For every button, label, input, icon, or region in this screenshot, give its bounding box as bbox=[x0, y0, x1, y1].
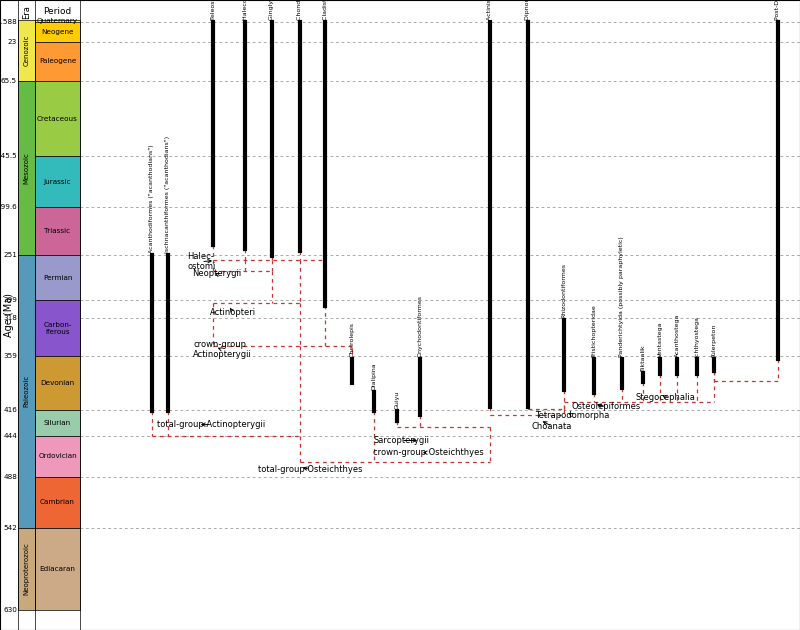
Text: Acanthostega: Acanthostega bbox=[674, 314, 679, 357]
Bar bbox=[35, 42, 80, 81]
Bar bbox=[18, 255, 35, 527]
Text: Cenozoic: Cenozoic bbox=[23, 35, 30, 66]
Text: Paleogene: Paleogene bbox=[39, 59, 76, 64]
Text: 630: 630 bbox=[3, 607, 17, 613]
Text: Quaternary: Quaternary bbox=[37, 18, 78, 25]
Bar bbox=[35, 23, 80, 42]
Text: 416: 416 bbox=[3, 406, 17, 413]
Bar bbox=[35, 20, 80, 23]
Text: Age (Ma): Age (Ma) bbox=[4, 293, 14, 337]
Text: Ordovician: Ordovician bbox=[38, 454, 77, 459]
Text: Cretaceous: Cretaceous bbox=[37, 116, 78, 122]
Bar bbox=[35, 527, 80, 610]
Text: 251: 251 bbox=[3, 252, 17, 258]
Bar bbox=[35, 436, 80, 477]
Text: Dipnomorpha (lungfish): Dipnomorpha (lungfish) bbox=[526, 0, 530, 20]
Text: Jurassic: Jurassic bbox=[44, 178, 71, 185]
Text: Cladistia (birchirs, reedfihs & kin): Cladistia (birchirs, reedfihs & kin) bbox=[322, 0, 327, 20]
Text: Tristichopteridae: Tristichopteridae bbox=[591, 304, 597, 357]
Text: 2.588: 2.588 bbox=[0, 20, 17, 25]
Bar bbox=[35, 356, 80, 410]
Bar bbox=[35, 410, 80, 436]
Text: Ediacaran: Ediacaran bbox=[39, 566, 75, 572]
Bar bbox=[18, 527, 35, 610]
Text: Devonian: Devonian bbox=[41, 380, 74, 386]
Text: Cambrian: Cambrian bbox=[40, 500, 75, 505]
Text: Era: Era bbox=[22, 5, 31, 19]
Text: Teleostei (pretty  much every non-shark fish you've ever seen or eaten...): Teleostei (pretty much every non-shark f… bbox=[210, 0, 215, 20]
Text: Actinistia (coelacanths): Actinistia (coelacanths) bbox=[487, 0, 493, 20]
Text: Mesozoic: Mesozoic bbox=[23, 152, 30, 184]
Text: Halec-
ostomi: Halec- ostomi bbox=[187, 252, 215, 272]
Text: Neogene: Neogene bbox=[42, 29, 74, 35]
Text: Panderichtyida (possibly paraphyletic): Panderichtyida (possibly paraphyletic) bbox=[619, 236, 625, 357]
Text: crown-group Osteichthyes: crown-group Osteichthyes bbox=[373, 448, 484, 457]
Text: Neopterygii: Neopterygii bbox=[192, 269, 242, 278]
Text: Rhizodontiformes: Rhizodontiformes bbox=[562, 263, 566, 318]
Text: Ventastega: Ventastega bbox=[658, 321, 662, 357]
Text: Cheirolepis: Cheirolepis bbox=[350, 322, 354, 357]
Text: 542: 542 bbox=[3, 525, 17, 530]
Text: Halecomorphi (bowfins & extinct kin): Halecomorphi (bowfins & extinct kin) bbox=[242, 0, 247, 20]
Text: Actinopteri: Actinopteri bbox=[210, 307, 256, 317]
Text: Ichthyostega: Ichthyostega bbox=[694, 316, 699, 357]
Bar bbox=[35, 477, 80, 527]
Text: Choanata: Choanata bbox=[532, 421, 572, 431]
Text: Neoproterozoic: Neoproterozoic bbox=[23, 542, 30, 595]
Text: Chondrostei (stugeons, paddlefish & kin): Chondrostei (stugeons, paddlefish & kin) bbox=[298, 0, 302, 20]
Text: Silurian: Silurian bbox=[44, 420, 71, 426]
Bar bbox=[35, 300, 80, 356]
Bar bbox=[35, 207, 80, 255]
Text: 488: 488 bbox=[3, 474, 17, 480]
Text: Osteolepiformes: Osteolepiformes bbox=[572, 403, 642, 411]
Text: total-group Actinopterygii: total-group Actinopterygii bbox=[157, 420, 266, 429]
Bar bbox=[18, 20, 35, 81]
Text: Tetrapodomorpha: Tetrapodomorpha bbox=[535, 411, 610, 420]
Text: Ischnacanthiformes ("acanthodians"): Ischnacanthiformes ("acanthodians") bbox=[166, 136, 170, 253]
Text: Dialipina: Dialipina bbox=[371, 362, 377, 390]
Bar bbox=[35, 156, 80, 207]
Text: 199.6: 199.6 bbox=[0, 204, 17, 210]
Text: 145.5: 145.5 bbox=[0, 153, 17, 159]
Bar bbox=[35, 255, 80, 300]
Text: Guiyu: Guiyu bbox=[394, 391, 399, 410]
Bar bbox=[18, 81, 35, 255]
Text: 23: 23 bbox=[8, 38, 17, 45]
Text: 318: 318 bbox=[3, 315, 17, 321]
Text: Acanthodiformes ("acanthodians"): Acanthodiformes ("acanthodians") bbox=[150, 144, 154, 253]
Text: Ginglymodi (gars & kin): Ginglymodi (gars & kin) bbox=[270, 0, 274, 20]
Text: total-group Osteichthyes: total-group Osteichthyes bbox=[258, 465, 362, 474]
Text: Paleozoic: Paleozoic bbox=[23, 375, 30, 408]
Text: Tulerpeton: Tulerpeton bbox=[711, 324, 717, 357]
Text: Sarcopterygii: Sarcopterygii bbox=[373, 436, 429, 445]
Text: 444: 444 bbox=[3, 433, 17, 439]
Text: Period: Period bbox=[43, 8, 72, 16]
Bar bbox=[35, 81, 80, 156]
Text: Onychodontiformes: Onychodontiformes bbox=[418, 295, 422, 357]
Text: Stegocephalia: Stegocephalia bbox=[636, 393, 696, 402]
Text: Carbon-
iferous: Carbon- iferous bbox=[43, 321, 72, 335]
Text: Triassic: Triassic bbox=[45, 228, 70, 234]
Text: Post-Devonian Stegocephalians: Post-Devonian Stegocephalians bbox=[775, 0, 781, 20]
Text: 359: 359 bbox=[3, 353, 17, 359]
Text: Permian: Permian bbox=[43, 275, 72, 280]
Text: 65.5: 65.5 bbox=[1, 78, 17, 84]
Text: crown-group
Actinopterygii: crown-group Actinopterygii bbox=[193, 340, 252, 359]
Text: Tiktaalik: Tiktaalik bbox=[641, 345, 646, 371]
Text: 299: 299 bbox=[3, 297, 17, 303]
